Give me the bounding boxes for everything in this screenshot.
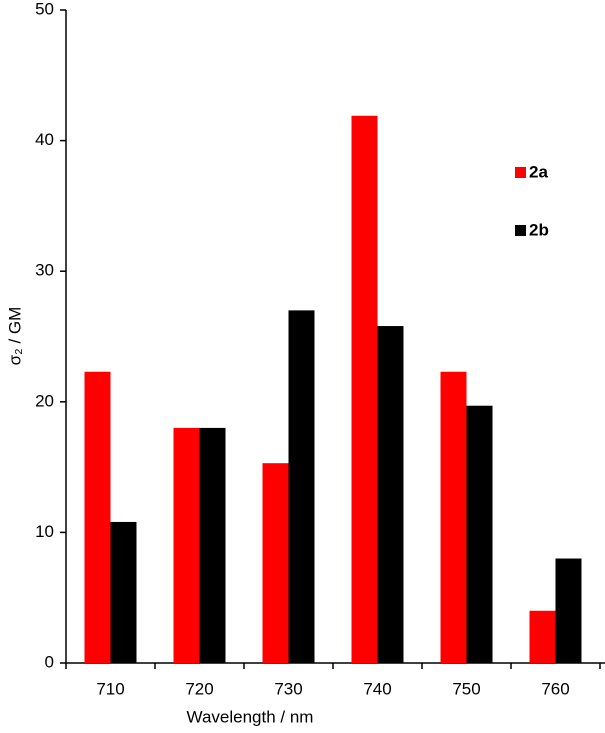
x-tick-label: 720 bbox=[185, 679, 213, 698]
legend-label: 2a bbox=[529, 162, 548, 181]
y-tick-label: 50 bbox=[35, 0, 54, 18]
y-axis-label: σ₂ / GM bbox=[5, 307, 24, 366]
bar bbox=[555, 558, 582, 663]
x-tick-label: 730 bbox=[274, 679, 302, 698]
y-tick-label: 20 bbox=[35, 391, 54, 410]
x-axis-label: Wavelength / nm bbox=[187, 707, 314, 726]
x-tick-label: 710 bbox=[96, 679, 124, 698]
y-tick-label: 30 bbox=[35, 261, 54, 280]
bar bbox=[440, 371, 467, 663]
legend-swatch bbox=[515, 225, 526, 236]
y-tick-label: 0 bbox=[45, 652, 54, 671]
y-tick-label: 40 bbox=[35, 130, 54, 149]
legend-label: 2b bbox=[529, 220, 549, 239]
bar bbox=[377, 326, 404, 663]
bar bbox=[199, 427, 226, 663]
x-tick-label: 740 bbox=[363, 679, 391, 698]
bar bbox=[84, 371, 111, 663]
x-tick-label: 750 bbox=[452, 679, 480, 698]
bar bbox=[110, 521, 137, 663]
bar bbox=[466, 405, 493, 663]
legend-swatch bbox=[515, 167, 526, 178]
bar bbox=[529, 610, 556, 663]
bar bbox=[262, 463, 289, 663]
bar bbox=[173, 427, 200, 663]
y-tick-label: 10 bbox=[35, 522, 54, 541]
x-tick-label: 760 bbox=[541, 679, 569, 698]
bar bbox=[351, 115, 378, 663]
bar bbox=[288, 310, 315, 663]
